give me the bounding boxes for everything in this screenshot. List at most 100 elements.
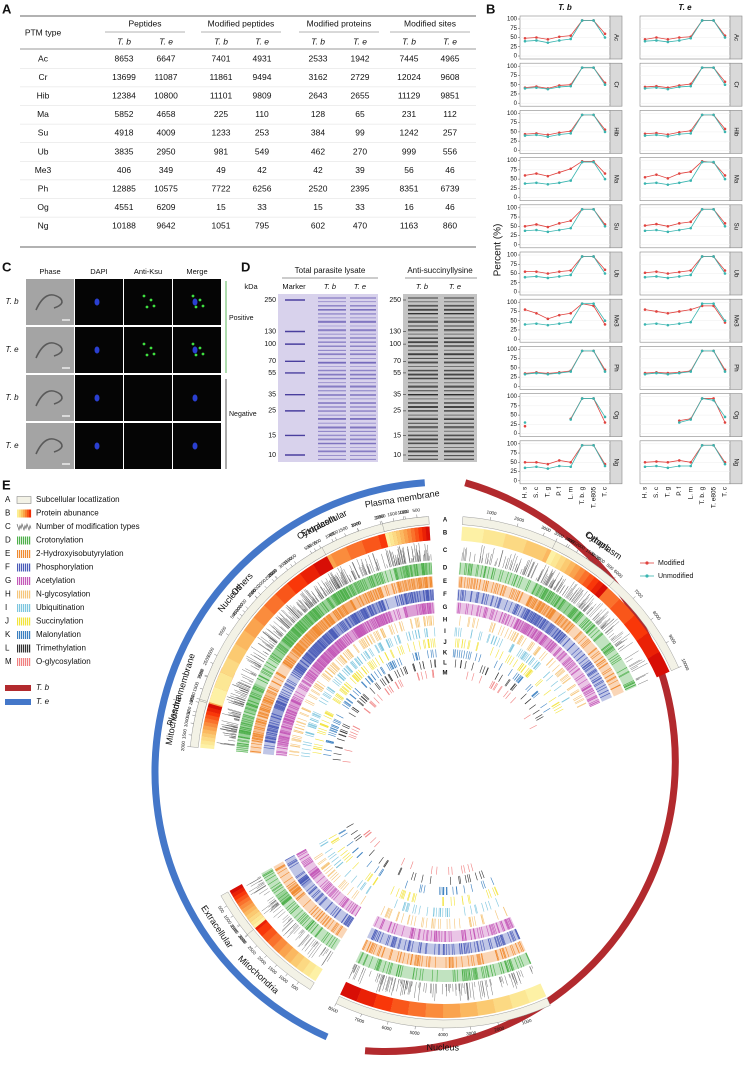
ptm-site: [405, 606, 409, 618]
ptm-site: [536, 617, 544, 627]
ptm-site: [387, 611, 393, 623]
ptm-site: [352, 847, 359, 854]
ptm-site: [277, 741, 289, 744]
ptm-site: [284, 636, 294, 645]
sector-tick-label: 500: [217, 905, 225, 914]
ptm-site: [291, 671, 302, 679]
ptm-site: [291, 886, 301, 895]
ptm-site: [246, 702, 259, 708]
ptm-site: [371, 943, 376, 954]
ptm-site: [417, 955, 420, 967]
sector-tick-label: 2000: [375, 513, 386, 520]
ptm-site: [261, 670, 272, 677]
ptm-site: [364, 707, 371, 714]
ptm-site: [478, 605, 482, 617]
ptm-site: [335, 861, 344, 868]
ptm-site: [400, 668, 404, 676]
ptm-site: [262, 701, 273, 706]
table-cell: 65: [355, 109, 365, 119]
ptm-site: [291, 699, 302, 705]
ptm-site: [416, 955, 420, 967]
legend-icon: [19, 617, 21, 626]
ptm-site: [280, 691, 291, 697]
ptm-site: [243, 711, 256, 716]
legend-label: 2-Hydroxyisobutyrylation: [36, 549, 124, 558]
ptm-site: [299, 914, 309, 924]
marker-label: 70: [268, 358, 276, 365]
mod-count-bar: [508, 559, 513, 570]
series-point: [666, 135, 670, 138]
ptm-site: [505, 919, 510, 930]
ptm-site: [314, 606, 323, 617]
ptm-site: [345, 666, 352, 674]
ksu-stain: [149, 346, 153, 350]
ptm-site: [468, 968, 471, 981]
ptm-site: [582, 685, 592, 692]
ptm-site: [472, 968, 475, 980]
ptm-site: [478, 654, 482, 663]
ptm-site: [240, 722, 253, 726]
y-tick-label: 0: [514, 290, 518, 296]
mod-count-bar: [282, 618, 292, 627]
mod-count-bar: [292, 617, 297, 622]
ptm-site: [407, 903, 411, 913]
series-line: [644, 161, 726, 186]
table-cell: 4931: [253, 53, 272, 63]
ptm-site: [349, 584, 356, 596]
ptm-site: [536, 585, 543, 597]
ptm-site: [415, 563, 418, 576]
ptm-site: [535, 714, 543, 719]
ptm-site: [358, 595, 365, 606]
ptm-site: [470, 968, 473, 981]
ptm-site: [408, 940, 412, 952]
sector-tick-label: 5000: [590, 551, 601, 561]
ptm-site: [362, 954, 368, 966]
mod-count-bar: [529, 966, 533, 974]
series-point: [546, 174, 550, 178]
ptm-site: [285, 657, 295, 665]
sector-tick-label: 8000: [327, 1005, 339, 1014]
ptm-site: [513, 604, 519, 615]
series-point: [523, 39, 527, 43]
ptm-site: [304, 634, 314, 643]
ptm-site: [291, 736, 302, 740]
ptm-site: [498, 962, 503, 975]
ptm-site: [338, 638, 347, 648]
ptm-site: [321, 636, 330, 645]
ptm-site: [469, 928, 472, 940]
ptm-site: [476, 605, 480, 617]
ptm-site: [321, 601, 330, 612]
ptm-site: [238, 731, 251, 735]
mod-count-bar: [578, 599, 585, 608]
ptm-site: [410, 618, 414, 629]
ptm-site: [350, 875, 358, 883]
ptm-site: [381, 571, 386, 584]
ptm-site: [344, 618, 352, 629]
ptm-site: [369, 619, 375, 630]
ptm-site: [348, 712, 356, 718]
ptm-site: [454, 659, 457, 668]
abundance-cell: [287, 573, 309, 595]
ptm-site: [303, 677, 314, 684]
abundance-cell: [245, 908, 260, 920]
ptm-site: [409, 618, 413, 629]
ptm-site: [494, 936, 499, 948]
ptm-site: [517, 605, 523, 617]
series-point: [643, 182, 647, 185]
ptm-site: [282, 720, 294, 725]
ptm-site: [302, 679, 312, 686]
ptm-site: [347, 902, 355, 912]
ptm-site: [337, 673, 345, 681]
mod-count-bar: [597, 617, 605, 625]
mod-count-bar: [280, 626, 287, 632]
nucleus-stain: [192, 442, 198, 450]
ptm-site: [476, 954, 479, 966]
ptm-site: [598, 662, 608, 669]
mod-count-bar: [276, 631, 283, 637]
mod-count-bar: [478, 981, 482, 1000]
ptm-site: [512, 659, 519, 668]
series-point: [592, 397, 595, 400]
ptm-site: [323, 618, 331, 628]
mod-count-bar: [289, 605, 301, 617]
legend-key: K: [5, 630, 11, 639]
